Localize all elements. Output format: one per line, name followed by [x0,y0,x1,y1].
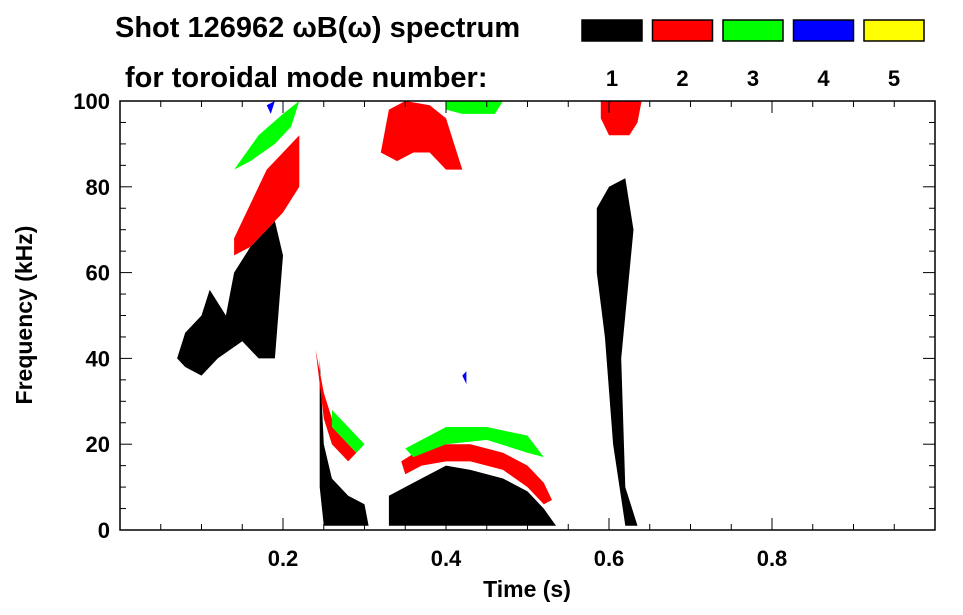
legend: 1 2 3 4 5 [581,19,925,91]
x-tick-label: 0.8 [757,546,788,571]
chart-title-line1: Shot 126962 ωB(ω) spectrum [115,12,520,44]
spectrum-region-mode-2 [234,135,300,256]
spectrum-region-mode-4 [462,371,467,385]
spectrum-region-mode-2 [401,444,552,505]
spectrum-region-mode-2 [380,101,463,170]
legend-label-mode-4: 4 [817,66,830,91]
x-axis-label: Time (s) [483,576,571,602]
spectrum-region-mode-1 [388,465,556,526]
spectrum-region-mode-2 [315,349,357,462]
spectrum-region-mode-1 [319,358,369,526]
x-tick-label: 0.2 [268,546,299,571]
legend-swatch-mode-5 [863,19,925,42]
spectrum-region-mode-1 [177,221,283,376]
legend-swatch-mode-3 [722,19,784,42]
x-tick-label: 0.6 [594,546,625,571]
axes: 0.2 0.4 0.6 0.8 0 20 40 60 80 100 [73,89,936,571]
spectrum-region-mode-1 [596,178,638,526]
y-axis-label: Frequency (kHz) [11,226,37,405]
x-tick-label: 0.4 [431,546,462,571]
legend-label-mode-3: 3 [747,66,759,91]
y-tick-label: 20 [86,432,110,457]
y-tick-label: 0 [98,518,110,543]
spectrum-region-mode-4 [266,101,275,114]
spectrum-region-mode-3 [331,409,365,453]
y-tick-label: 100 [73,89,110,114]
chart-title-line2: for toroidal mode number: [125,62,488,94]
y-tick-label: 60 [86,261,110,286]
legend-label-mode-1: 1 [606,66,618,91]
legend-swatch-mode-2 [651,19,714,42]
spectrum-region-mode-3 [405,427,544,458]
legend-swatch-mode-4 [792,19,855,42]
spectrum-regions [177,101,642,526]
spectrum-region-mode-3 [234,101,300,170]
legend-label-mode-2: 2 [676,66,688,91]
legend-label-mode-5: 5 [888,66,900,91]
y-tick-label: 40 [86,346,110,371]
y-tick-label: 80 [86,175,110,200]
spectrum-region-mode-3 [446,101,503,114]
legend-swatch-mode-1 [581,19,643,42]
spectrum-region-mode-2 [600,101,642,136]
